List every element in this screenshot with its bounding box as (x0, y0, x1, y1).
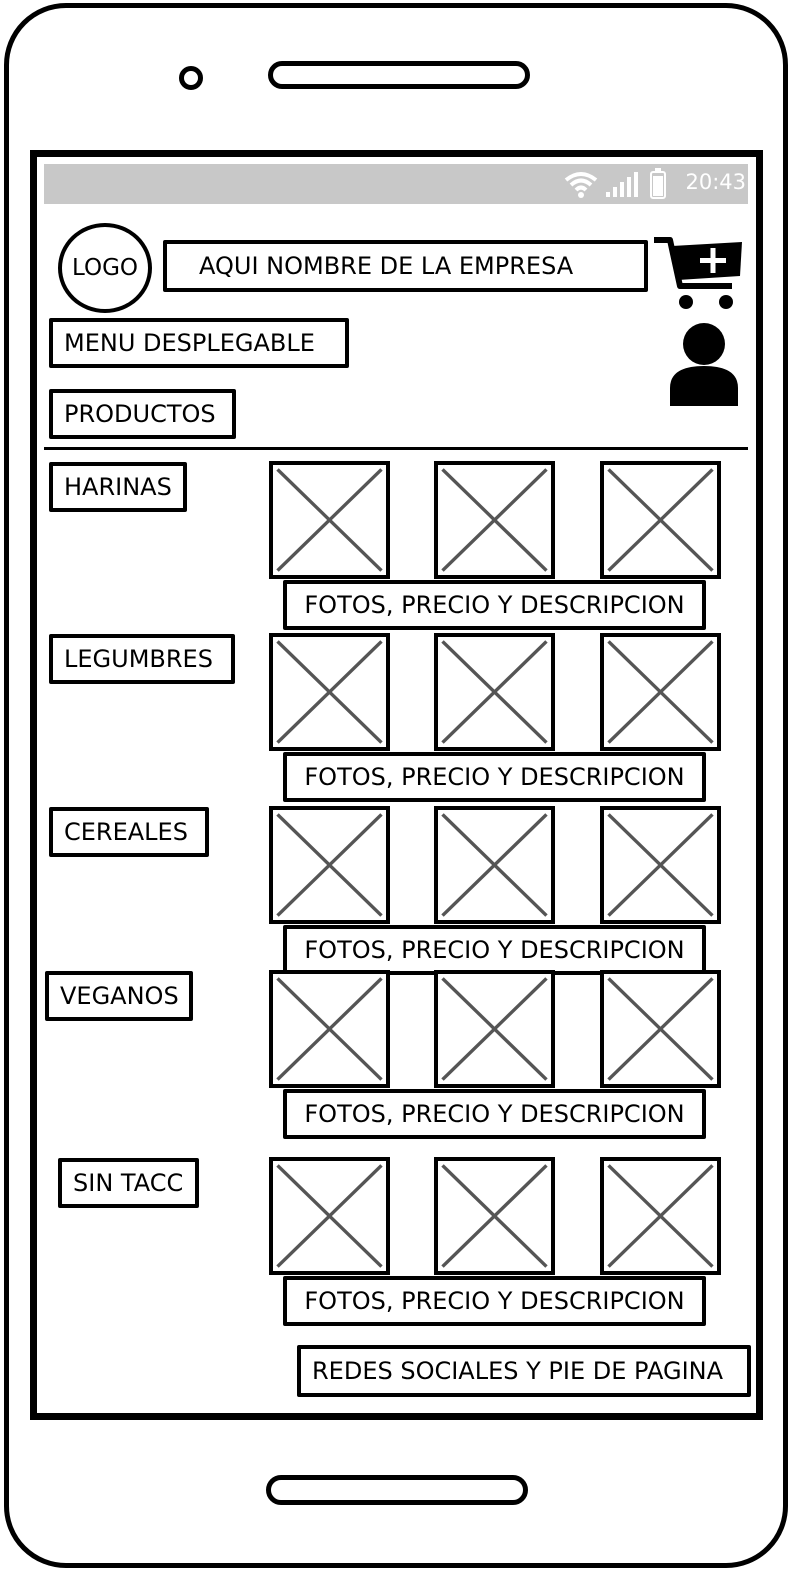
product-caption: FOTOS, PRECIO Y DESCRIPCION (304, 936, 685, 964)
product-image-placeholder[interactable] (434, 633, 555, 751)
image-placeholder-icon (276, 977, 383, 1081)
products-button[interactable]: PRODUCTOS (49, 389, 236, 439)
status-bar (44, 164, 748, 204)
image-placeholder-icon (276, 468, 383, 572)
home-button[interactable] (266, 1475, 528, 1505)
product-caption: FOTOS, PRECIO Y DESCRIPCION (304, 1287, 685, 1315)
product-caption-box: FOTOS, PRECIO Y DESCRIPCION (283, 580, 706, 630)
category-label: HARINAS (64, 473, 172, 501)
signal-icon (606, 172, 638, 197)
category-label: CEREALES (64, 818, 188, 846)
image-placeholder-icon (607, 640, 714, 744)
category-label: VEGANOS (60, 982, 179, 1010)
product-image-placeholder[interactable] (600, 806, 721, 924)
camera (179, 66, 203, 90)
product-image-placeholder[interactable] (434, 970, 555, 1088)
product-image-placeholder[interactable] (434, 1157, 555, 1275)
logo[interactable]: LOGO (58, 223, 152, 313)
footer-label: REDES SOCIALES Y PIE DE PAGINA (312, 1357, 724, 1385)
battery-icon (650, 171, 666, 199)
image-placeholder-icon (276, 813, 383, 917)
category-button[interactable]: CEREALES (49, 807, 209, 857)
company-name: AQUI NOMBRE DE LA EMPRESA (199, 252, 574, 280)
product-image-placeholder[interactable] (269, 806, 390, 924)
image-placeholder-icon (607, 813, 714, 917)
image-placeholder-icon (441, 640, 548, 744)
category-label: LEGUMBRES (64, 645, 213, 673)
category-label: SIN TACC (73, 1169, 184, 1197)
product-image-placeholder[interactable] (600, 1157, 721, 1275)
category-button[interactable]: LEGUMBRES (49, 634, 235, 684)
user-icon[interactable] (668, 322, 740, 406)
product-image-placeholder[interactable] (600, 970, 721, 1088)
product-image-placeholder[interactable] (269, 970, 390, 1088)
image-placeholder-icon (607, 468, 714, 572)
product-caption-box: FOTOS, PRECIO Y DESCRIPCION (283, 1276, 706, 1326)
divider (44, 447, 748, 450)
menu-dropdown-label: MENU DESPLEGABLE (64, 329, 315, 357)
category-button[interactable]: SIN TACC (58, 1158, 199, 1208)
product-caption-box: FOTOS, PRECIO Y DESCRIPCION (283, 925, 706, 975)
battery-cap (655, 168, 661, 172)
status-time: 20:43 (685, 170, 746, 194)
image-placeholder-icon (276, 1164, 383, 1268)
product-image-placeholder[interactable] (269, 1157, 390, 1275)
battery-level (653, 176, 663, 196)
wifi-icon (564, 172, 598, 198)
footer-social-box[interactable]: REDES SOCIALES Y PIE DE PAGINA (297, 1345, 751, 1397)
product-image-placeholder[interactable] (269, 461, 390, 579)
product-image-placeholder[interactable] (269, 633, 390, 751)
product-image-placeholder[interactable] (600, 461, 721, 579)
products-label: PRODUCTOS (64, 400, 216, 428)
product-image-placeholder[interactable] (434, 461, 555, 579)
company-name-box: AQUI NOMBRE DE LA EMPRESA (163, 240, 648, 292)
product-caption: FOTOS, PRECIO Y DESCRIPCION (304, 591, 685, 619)
menu-dropdown-button[interactable]: MENU DESPLEGABLE (49, 318, 349, 368)
image-placeholder-icon (441, 813, 548, 917)
image-placeholder-icon (441, 468, 548, 572)
product-caption-box: FOTOS, PRECIO Y DESCRIPCION (283, 752, 706, 802)
product-caption-box: FOTOS, PRECIO Y DESCRIPCION (283, 1089, 706, 1139)
image-placeholder-icon (441, 977, 548, 1081)
product-image-placeholder[interactable] (600, 633, 721, 751)
category-button[interactable]: HARINAS (49, 462, 187, 512)
image-placeholder-icon (607, 1164, 714, 1268)
image-placeholder-icon (276, 640, 383, 744)
product-caption: FOTOS, PRECIO Y DESCRIPCION (304, 763, 685, 791)
speaker (268, 61, 530, 89)
cart-add-icon[interactable] (652, 232, 744, 312)
category-button[interactable]: VEGANOS (45, 971, 193, 1021)
product-image-placeholder[interactable] (434, 806, 555, 924)
image-placeholder-icon (441, 1164, 548, 1268)
image-placeholder-icon (607, 977, 714, 1081)
product-caption: FOTOS, PRECIO Y DESCRIPCION (304, 1100, 685, 1128)
